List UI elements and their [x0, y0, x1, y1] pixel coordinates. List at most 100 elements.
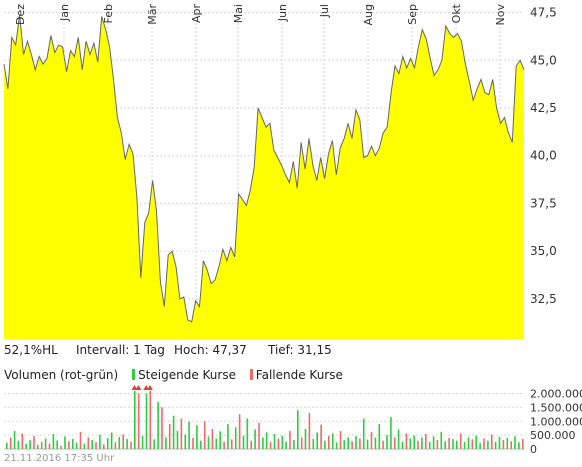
volume-bar: [491, 434, 493, 449]
volume-bar: [44, 438, 47, 449]
volume-bar: [196, 425, 198, 449]
month-tick: Apr: [190, 4, 203, 24]
volume-bar: [68, 441, 70, 449]
volume-bar: [60, 445, 62, 449]
volume-bar: [137, 393, 140, 449]
volume-bar: [514, 436, 516, 449]
volume-legend: Volumen (rot-grün) Steigende Kurse Falle…: [4, 368, 343, 382]
volume-bar: [6, 442, 8, 449]
volume-bar: [91, 439, 93, 449]
volume-bar: [211, 429, 214, 449]
volume-bar: [242, 435, 245, 449]
volume-bar: [21, 433, 24, 449]
volume-bar: [459, 433, 462, 449]
volume-bar: [436, 439, 439, 449]
volume-bar: [176, 431, 179, 449]
volume-bar: [444, 441, 446, 449]
legend-rising-label: Steigende Kurse: [138, 368, 236, 382]
volume-bar: [355, 436, 357, 449]
legend-falling-label: Fallende Kurse: [255, 368, 343, 382]
volume-bar: [184, 434, 187, 449]
volume-bar: [324, 440, 326, 449]
volume-y-tick: 0: [530, 443, 537, 456]
volume-bar: [130, 441, 132, 449]
volume-bar: [339, 431, 342, 449]
volume-bar: [277, 438, 280, 449]
volume-bar: [405, 433, 408, 449]
volume-bar: [413, 435, 415, 449]
volume-bar: [110, 432, 113, 449]
volume-bar: [118, 437, 121, 449]
volume-bar: [456, 440, 458, 449]
volume-bar: [79, 431, 82, 449]
volume-bar: [394, 437, 396, 449]
volume-bar: [25, 444, 27, 449]
month-tick: Mai: [232, 4, 245, 23]
volume-bar: [207, 436, 210, 449]
volume-bar: [134, 390, 136, 449]
volume-bar: [331, 433, 334, 449]
volume-bar: [56, 440, 58, 449]
volume-bar: [172, 415, 175, 449]
price-y-tick: 42,5: [530, 101, 557, 115]
low-label: Tief:: [268, 343, 294, 357]
hl-percent: 52,1%HL: [4, 343, 58, 357]
volume-bar: [382, 440, 384, 449]
volume-bar: [99, 434, 101, 449]
volume-bar: [421, 437, 423, 449]
volume-bar: [114, 442, 117, 449]
volume-bar: [64, 436, 66, 449]
volume-bar: [106, 438, 109, 449]
volume-bar: [320, 424, 322, 449]
volume-bar: [366, 439, 369, 449]
volume-bar: [304, 429, 307, 449]
volume-bar: [343, 440, 346, 449]
price-y-tick: 47,5: [530, 6, 557, 20]
volume-bar: [168, 424, 171, 449]
volume-overflow-marker: [143, 385, 150, 390]
month-tick: Dez: [14, 4, 27, 25]
volume-bar: [126, 439, 128, 449]
price-x-axis: Dez Jan Feb Mär Apr Mai Jun Jul Aug Sep Okt Nov: [14, 3, 507, 25]
volume-bar: [440, 431, 443, 449]
volume-bar: [9, 437, 12, 449]
volume-bar: [378, 424, 381, 449]
volume-bar: [471, 439, 474, 449]
volume-bar: [87, 437, 90, 449]
volume-y-tick: 2.000.000: [530, 388, 582, 401]
volume-bar: [425, 434, 427, 449]
volume-bar: [238, 414, 241, 449]
price-y-tick: 45,0: [530, 53, 557, 67]
volume-bar: [359, 438, 361, 449]
volume-bar: [246, 418, 249, 449]
volume-bar: [300, 437, 303, 449]
price-line: [3, 14, 525, 323]
falling-swatch-icon: [249, 369, 253, 380]
high-info: Hoch: 47,37: [174, 343, 247, 357]
volume-bar: [409, 438, 412, 449]
price-y-axis: 47,5 45,0 42,5 40,0 37,5 35,0 32,5: [530, 6, 557, 306]
volume-bar: [227, 424, 229, 449]
legend-falling: Fallende Kurse: [249, 368, 343, 382]
volume-bar: [351, 441, 353, 449]
volume-bar: [17, 440, 20, 449]
volume-bar: [401, 441, 404, 449]
volume-bar: [223, 441, 225, 449]
volume-bar: [262, 437, 264, 449]
volume-bar: [328, 436, 330, 449]
volume-bar: [75, 442, 78, 449]
volume-bar: [506, 437, 509, 449]
volume-bar: [498, 436, 501, 449]
volume-bar: [231, 439, 233, 449]
volume-bar: [432, 436, 435, 449]
volume-bar: [312, 439, 315, 449]
volume-bar: [335, 442, 338, 449]
volume-bar: [215, 438, 218, 449]
volume-bar: [297, 410, 299, 449]
volume-bar: [161, 407, 163, 449]
volume-bar: [122, 434, 124, 449]
rising-swatch-icon: [132, 369, 136, 380]
volume-bar: [374, 437, 377, 449]
volume-bar: [347, 437, 349, 449]
